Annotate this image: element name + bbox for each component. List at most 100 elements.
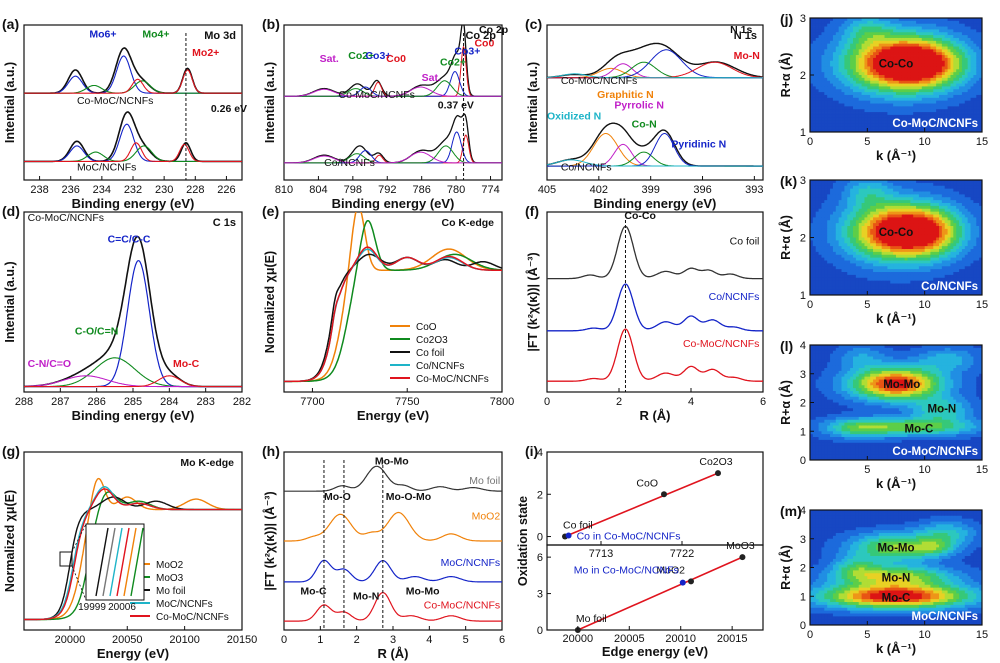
- heatmap-cell: [855, 249, 860, 253]
- heatmap-cell: [950, 109, 954, 113]
- heatmap-cell: [873, 117, 877, 121]
- heatmap-cell: [941, 103, 946, 107]
- heatmap-cell: [864, 80, 868, 84]
- annotation: Mo2+: [192, 47, 219, 59]
- heatmap-cell: [887, 223, 891, 227]
- heatmap-cell: [830, 72, 834, 76]
- heatmap-cell: [970, 20, 974, 25]
- heatmap-cell: [878, 266, 883, 270]
- heatmap-cell: [855, 234, 860, 238]
- heatmap-cell: [841, 94, 845, 99]
- annotation: Mo-O-Mo: [386, 491, 431, 503]
- heatmap-cell: [884, 80, 888, 84]
- heatmap-cell: [878, 43, 883, 47]
- heatmap-cell: [921, 69, 926, 73]
- heatmap-cell: [861, 80, 865, 84]
- heatmap-cell: [838, 100, 842, 104]
- heatmap-cell: [947, 35, 951, 39]
- x-tick-label: 5: [463, 634, 469, 646]
- heatmap-cell: [933, 280, 937, 284]
- heatmap-cell: [907, 66, 911, 70]
- heatmap-cell: [904, 103, 908, 107]
- heatmap-cell: [898, 114, 903, 119]
- heatmap-cell: [815, 46, 819, 50]
- heatmap-cell: [841, 182, 845, 187]
- heatmap-cell: [893, 226, 897, 230]
- heatmap-cell: [841, 92, 845, 96]
- heatmap-cell: [921, 286, 926, 290]
- heatmap-cell: [835, 185, 840, 190]
- heatmap-cell: [947, 117, 951, 121]
- heatmap-cell: [907, 57, 911, 62]
- heatmap-cell: [812, 94, 817, 99]
- heatmap-cell: [927, 43, 931, 47]
- heatmap-cell: [844, 272, 848, 276]
- heatmap-cell: [818, 114, 822, 119]
- heatmap-cell: [910, 126, 914, 130]
- heatmap-cell: [818, 32, 822, 36]
- heatmap-cell: [921, 249, 926, 253]
- heatmap-cell: [910, 77, 914, 82]
- heatmap-cell: [821, 283, 825, 287]
- heatmap-cell: [847, 66, 851, 70]
- heatmap-cell: [890, 92, 894, 96]
- heatmap-cell: [927, 129, 931, 133]
- heatmap-cell: [844, 251, 848, 256]
- heatmap-cell: [861, 86, 865, 90]
- heatmap-cell: [950, 129, 954, 133]
- heatmap-cell: [821, 23, 825, 27]
- heatmap-cell: [898, 60, 903, 64]
- heatmap-cell: [956, 220, 960, 224]
- heatmap-cell: [927, 32, 931, 36]
- heatmap-cell: [861, 57, 865, 62]
- heatmap-cell: [870, 20, 874, 25]
- heatmap-cell: [947, 277, 951, 282]
- heatmap-cell: [858, 120, 862, 124]
- heatmap-cell: [810, 29, 814, 33]
- heatmap-cell: [835, 89, 840, 93]
- heatmap-cell: [821, 217, 825, 221]
- heatmap-cell: [939, 83, 943, 87]
- heatmap-cell: [887, 72, 891, 76]
- heatmap-cell: [858, 46, 862, 50]
- heatmap-cell: [979, 52, 983, 56]
- heatmap-cell: [921, 211, 926, 215]
- heatmap-cell: [835, 52, 840, 56]
- series-label: Co-MoC/NCNFs: [77, 95, 153, 107]
- heatmap-cell: [844, 257, 848, 261]
- heatmap-cell: [904, 18, 908, 22]
- heatmap-cell: [850, 29, 854, 33]
- heatmap-cell: [953, 49, 957, 53]
- series-line: [547, 283, 763, 332]
- heatmap-cell: [835, 83, 840, 87]
- heatmap-cell: [950, 254, 954, 259]
- heatmap-cell: [916, 60, 920, 64]
- heatmap-cell: [890, 20, 894, 25]
- heatmap-cell: [832, 283, 837, 287]
- heatmap-cell: [930, 205, 934, 210]
- heatmap-cell: [835, 286, 840, 290]
- heatmap-cell: [896, 223, 900, 227]
- heatmap-cell: [970, 109, 974, 113]
- heatmap-cell: [921, 243, 926, 247]
- heatmap-cell: [913, 32, 917, 36]
- heatmap-cell: [855, 77, 860, 82]
- heatmap-cell: [873, 75, 877, 79]
- heatmap-cell: [830, 274, 834, 279]
- heatmap-cell: [847, 240, 851, 244]
- heatmap-cell: [964, 129, 969, 133]
- heatmap-cell: [973, 106, 977, 110]
- heatmap-cell: [870, 23, 874, 27]
- heatmap-cell: [970, 129, 974, 133]
- heatmap-cell: [853, 289, 857, 293]
- heatmap-cell: [959, 292, 963, 296]
- heatmap-cell: [921, 37, 926, 42]
- heatmap-cell: [875, 112, 880, 116]
- heatmap-cell: [893, 283, 897, 287]
- heatmap-cell: [961, 63, 966, 67]
- heatmap-cell: [861, 66, 865, 70]
- heatmap-cell: [870, 234, 874, 238]
- heatmap-cell: [887, 286, 891, 290]
- heatmap-cell: [815, 269, 819, 273]
- heatmap-cell: [910, 200, 914, 204]
